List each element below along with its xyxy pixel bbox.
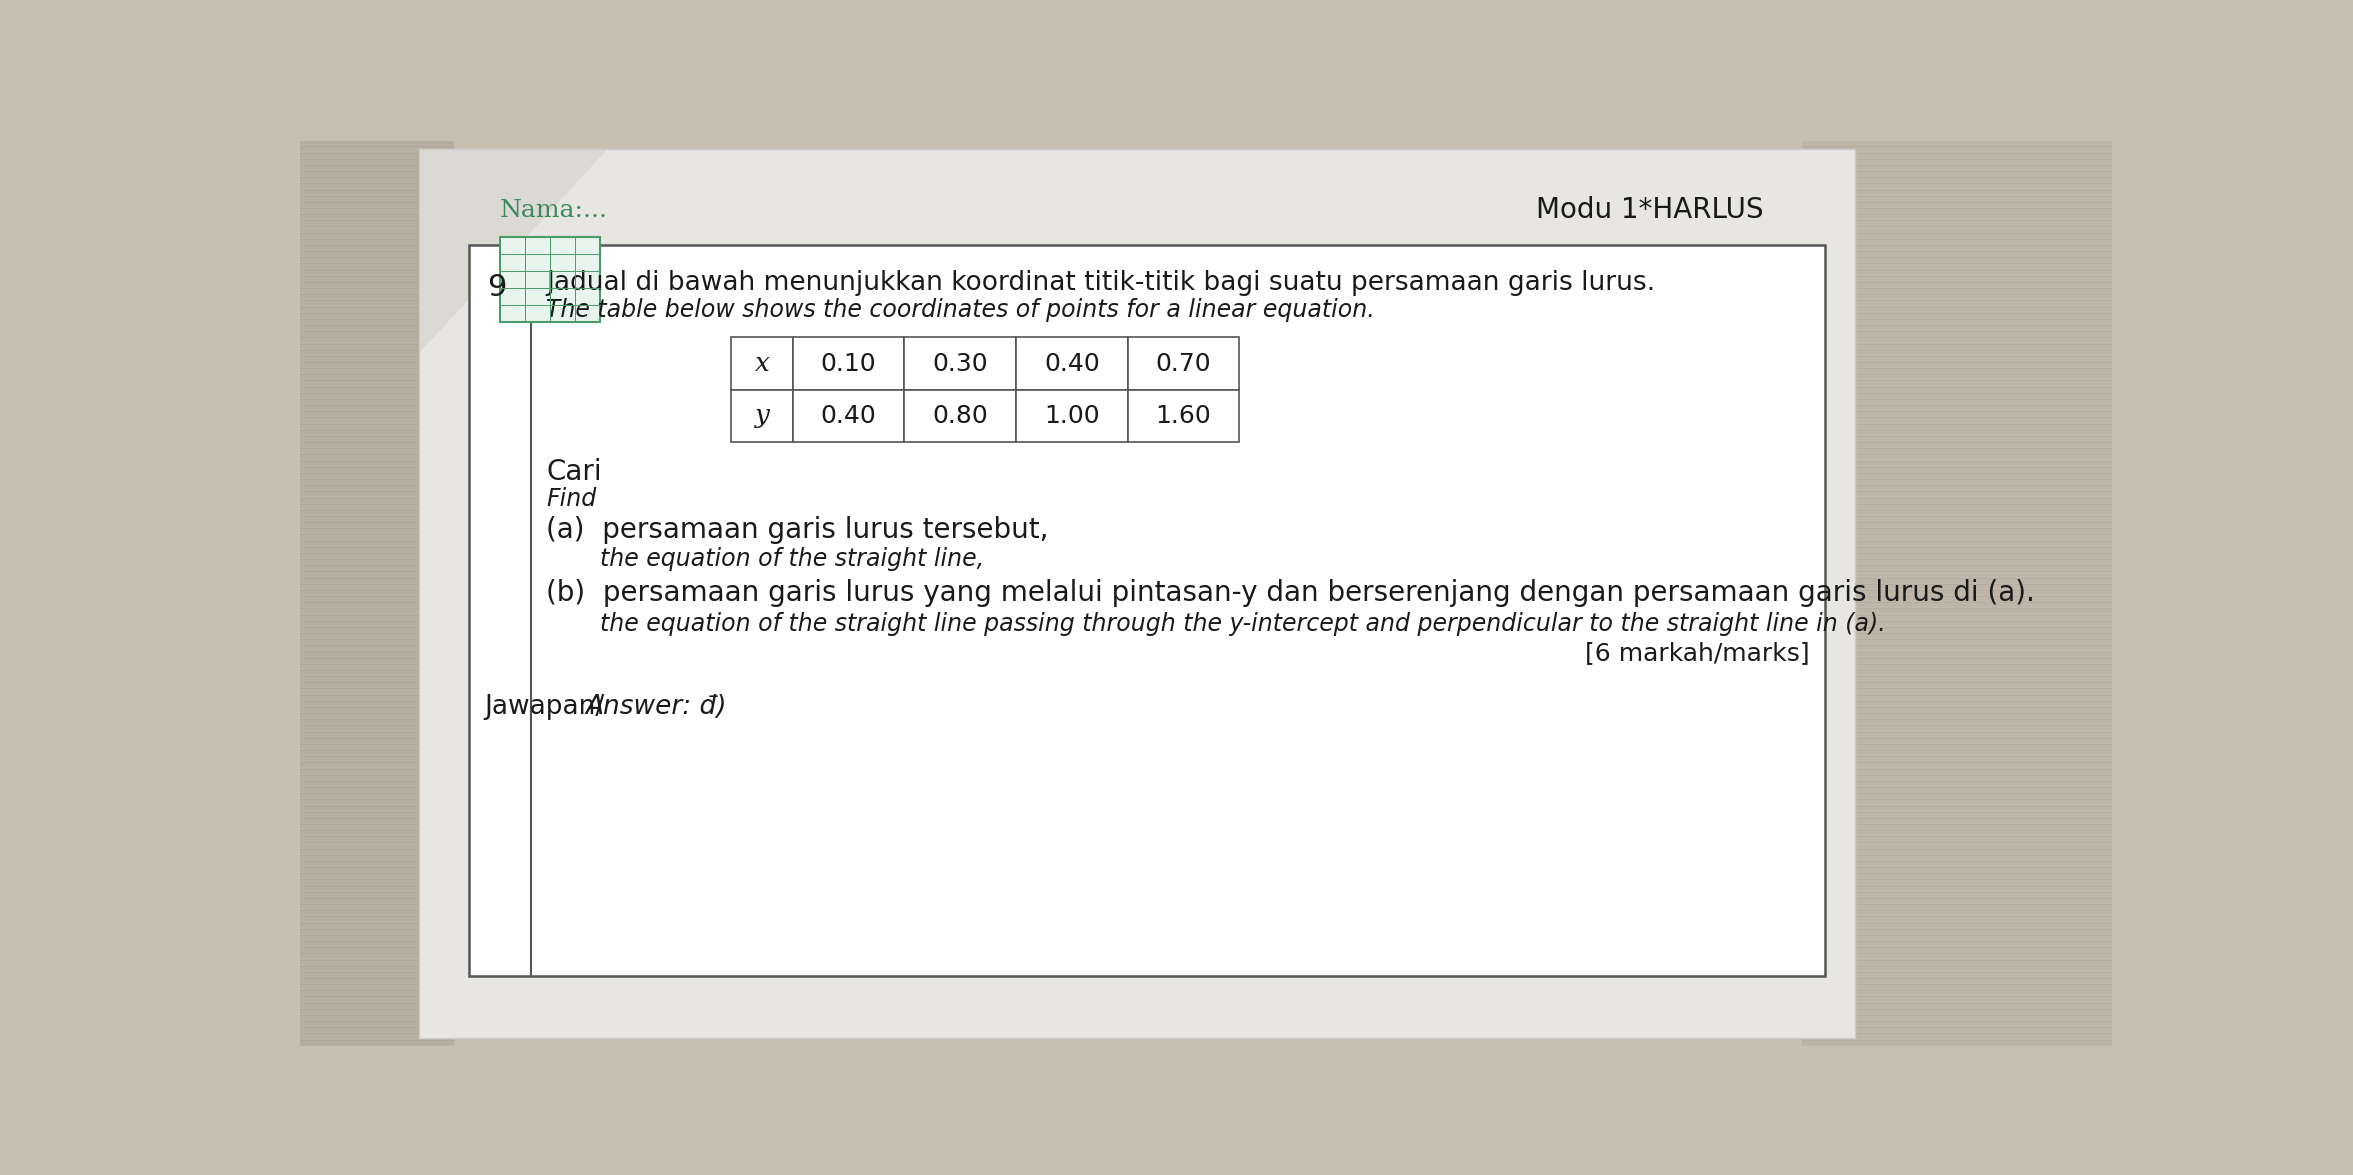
Text: the equation of the straight line,: the equation of the straight line, [600,548,984,571]
Text: x: x [755,351,769,376]
Text: 0.10: 0.10 [821,351,875,376]
Text: (a)  persamaan garis lurus tersebut,: (a) persamaan garis lurus tersebut, [546,516,1049,544]
FancyBboxPatch shape [904,390,1016,442]
FancyBboxPatch shape [732,390,793,442]
Text: 0.40: 0.40 [821,404,878,428]
FancyBboxPatch shape [301,141,454,1046]
Text: Answer: đ): Answer: đ) [586,694,727,720]
Text: Jadual di bawah menunjukkan koordinat titik-titik bagi suatu persamaan garis lur: Jadual di bawah menunjukkan koordinat ti… [546,270,1657,296]
Text: Nama:...: Nama:... [501,199,607,222]
Text: The table below shows the coordinates of points for a linear equation.: The table below shows the coordinates of… [546,298,1374,322]
Text: [6 markah/marks]: [6 markah/marks] [1584,642,1809,665]
FancyBboxPatch shape [1016,337,1127,390]
Text: Find: Find [546,488,598,511]
FancyBboxPatch shape [1016,390,1127,442]
FancyBboxPatch shape [732,337,793,390]
FancyBboxPatch shape [1127,337,1240,390]
Text: 0.80: 0.80 [932,404,988,428]
Text: Modu 1*HARLUS: Modu 1*HARLUS [1537,196,1762,224]
Text: Cari: Cari [546,458,602,486]
Text: 9: 9 [487,273,506,302]
Text: 1.60: 1.60 [1155,404,1212,428]
Text: Jawapan/: Jawapan/ [485,694,605,720]
Text: 0.30: 0.30 [932,351,988,376]
FancyBboxPatch shape [793,390,904,442]
Text: the equation of the straight line passing through the y-intercept and perpendicu: the equation of the straight line passin… [600,612,1887,636]
Text: 0.70: 0.70 [1155,351,1212,376]
Text: (b)  persamaan garis lurus yang melalui pintasan-y dan berserenjang dengan persa: (b) persamaan garis lurus yang melalui p… [546,579,2035,607]
Polygon shape [419,149,607,352]
FancyBboxPatch shape [904,337,1016,390]
Polygon shape [419,149,1857,1038]
Text: y: y [755,403,769,429]
Text: 1.00: 1.00 [1045,404,1099,428]
FancyBboxPatch shape [793,337,904,390]
FancyBboxPatch shape [1127,390,1240,442]
Text: 0.40: 0.40 [1045,351,1099,376]
FancyBboxPatch shape [501,237,600,322]
FancyBboxPatch shape [468,244,1824,976]
FancyBboxPatch shape [1802,141,2113,1046]
